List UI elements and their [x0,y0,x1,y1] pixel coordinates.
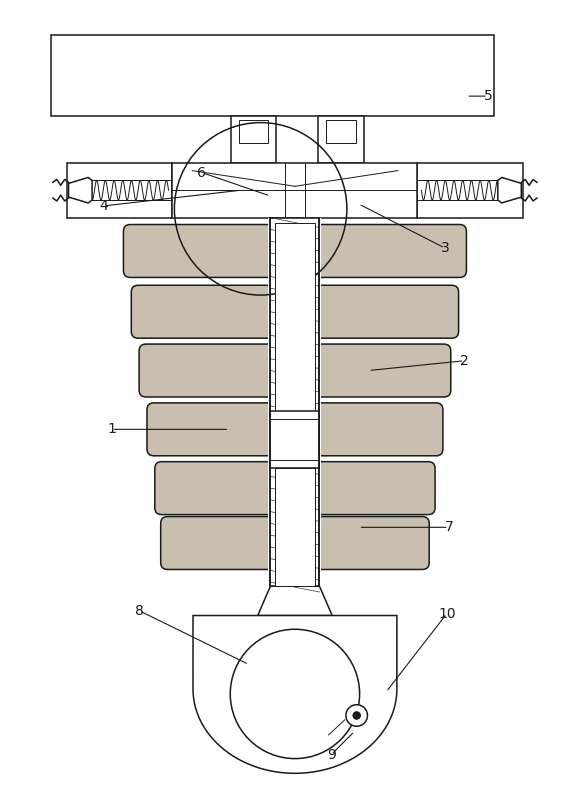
Text: 8: 8 [135,603,144,618]
Bar [172,163,418,217]
Text: 4: 4 [99,199,108,213]
Text: 2: 2 [460,354,469,368]
Bar [418,190,523,217]
FancyBboxPatch shape [139,344,451,397]
Bar [239,120,269,144]
Polygon shape [498,178,522,203]
Circle shape [353,711,360,719]
Bar [67,163,172,217]
Polygon shape [258,586,332,615]
Bar [67,190,172,217]
Text: 5: 5 [484,89,492,103]
FancyBboxPatch shape [147,403,443,456]
Bar [318,116,363,163]
Circle shape [230,630,360,759]
FancyBboxPatch shape [123,224,467,278]
Bar [51,36,494,116]
Text: 3: 3 [440,241,449,255]
FancyBboxPatch shape [155,462,435,515]
Bar [172,190,418,217]
Text: 10: 10 [438,607,456,621]
FancyBboxPatch shape [161,516,429,569]
Bar [275,411,315,586]
FancyBboxPatch shape [131,285,458,338]
Text: 9: 9 [327,748,336,762]
Text: 7: 7 [444,520,453,534]
Bar [270,411,319,468]
Bar [418,163,523,217]
Bar [231,116,276,163]
Bar [270,217,319,586]
Polygon shape [68,178,92,203]
Polygon shape [193,615,397,773]
Bar [275,223,315,468]
Text: 6: 6 [197,166,206,179]
Bar [269,217,321,586]
Circle shape [346,705,367,726]
Text: 1: 1 [107,423,116,436]
Bar [326,120,356,144]
